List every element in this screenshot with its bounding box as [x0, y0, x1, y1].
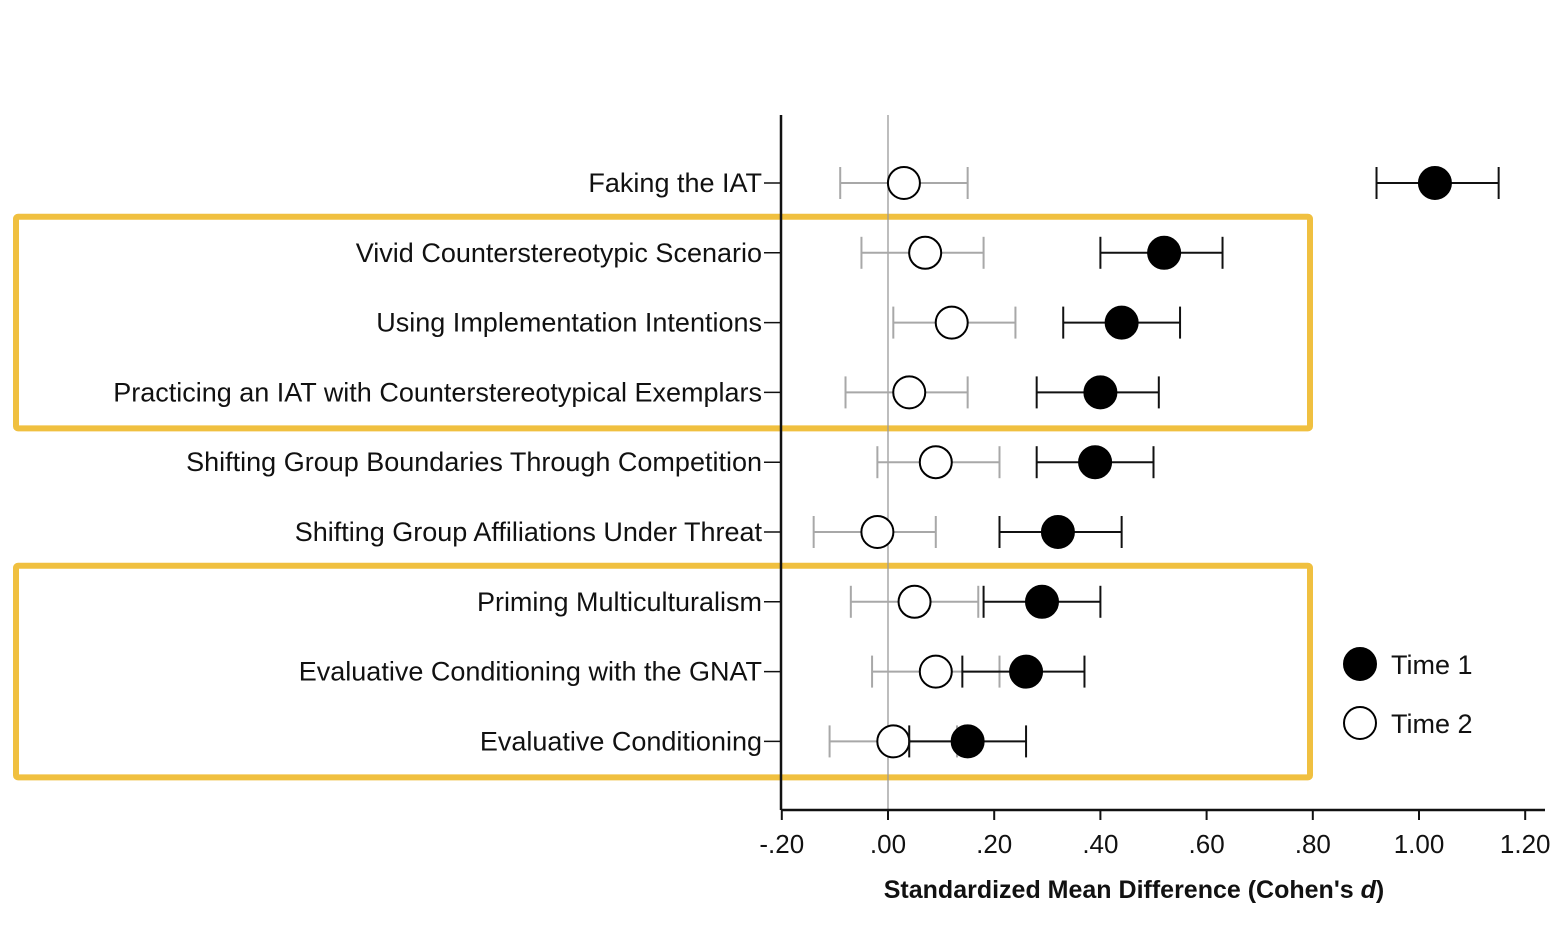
data-point: [950, 724, 985, 759]
x-tick-label: .40: [1082, 829, 1118, 859]
x-axis-label-close: ): [1376, 876, 1384, 904]
data-point: [1147, 235, 1182, 270]
category-label: Evaluative Conditioning with the GNAT: [299, 657, 762, 687]
data-point: [1024, 584, 1059, 619]
data-point: [1083, 375, 1118, 410]
category-label: Evaluative Conditioning: [480, 726, 762, 756]
highlight-box-2: [13, 562, 1313, 781]
x-axis-label-italic: d: [1361, 876, 1377, 904]
data-point: [1078, 445, 1113, 480]
x-tick-label: .20: [976, 829, 1012, 859]
highlight-box-1: [13, 213, 1313, 432]
x-axis-label: Standardized Mean Difference (Cohen's d): [884, 876, 1384, 904]
category-label: Using Implementation Intentions: [376, 308, 762, 338]
legend: Time 1 Time 2: [1343, 647, 1473, 740]
x-tick-label: .00: [870, 829, 906, 859]
data-point: [876, 724, 911, 759]
data-point: [892, 375, 927, 410]
data-point: [1417, 166, 1452, 200]
legend-label-1: Time 1: [1391, 650, 1473, 680]
data-point: [918, 445, 953, 480]
data-point: [934, 305, 969, 340]
data-point: [897, 584, 932, 619]
category-label: Practicing an IAT with Counterstereotypi…: [113, 377, 762, 407]
data-point: [908, 235, 943, 270]
series-time-1: [908, 166, 1500, 759]
x-tick-label: .60: [1189, 829, 1225, 859]
x-tick-labels: -.20 .00 .20 .40 .60 .80 1.00 1.20: [759, 829, 1550, 859]
legend-marker-1: [1343, 647, 1377, 681]
legend-label-2: Time 2: [1391, 709, 1473, 739]
x-tick-label: 1.20: [1500, 829, 1551, 859]
category-label: Faking the IAT: [588, 168, 762, 198]
category-label: Shifting Group Affiliations Under Threat: [295, 517, 763, 547]
legend-marker-2: [1343, 706, 1377, 740]
x-tick-label: 1.00: [1394, 829, 1445, 859]
data-point: [860, 515, 895, 549]
x-tick-label: -.20: [759, 829, 804, 859]
data-point: [1009, 654, 1044, 689]
data-point: [1040, 515, 1075, 549]
series-layer: [812, 166, 1500, 759]
category-label: Shifting Group Boundaries Through Compet…: [186, 447, 762, 477]
x-tick-label: .80: [1295, 829, 1331, 859]
data-point: [918, 654, 953, 689]
x-axis-label-main: Standardized Mean Difference (Cohen's: [884, 876, 1361, 904]
category-label: Priming Multiculturalism: [477, 587, 762, 617]
highlight-boxes: [13, 213, 1313, 781]
data-point: [886, 166, 921, 200]
category-label: Vivid Counterstereotypic Scenario: [356, 238, 762, 268]
series-time-2: [812, 166, 1017, 759]
data-point: [1104, 305, 1139, 340]
category-labels: Faking the IAT Vivid Counterstereotypic S…: [113, 168, 781, 756]
